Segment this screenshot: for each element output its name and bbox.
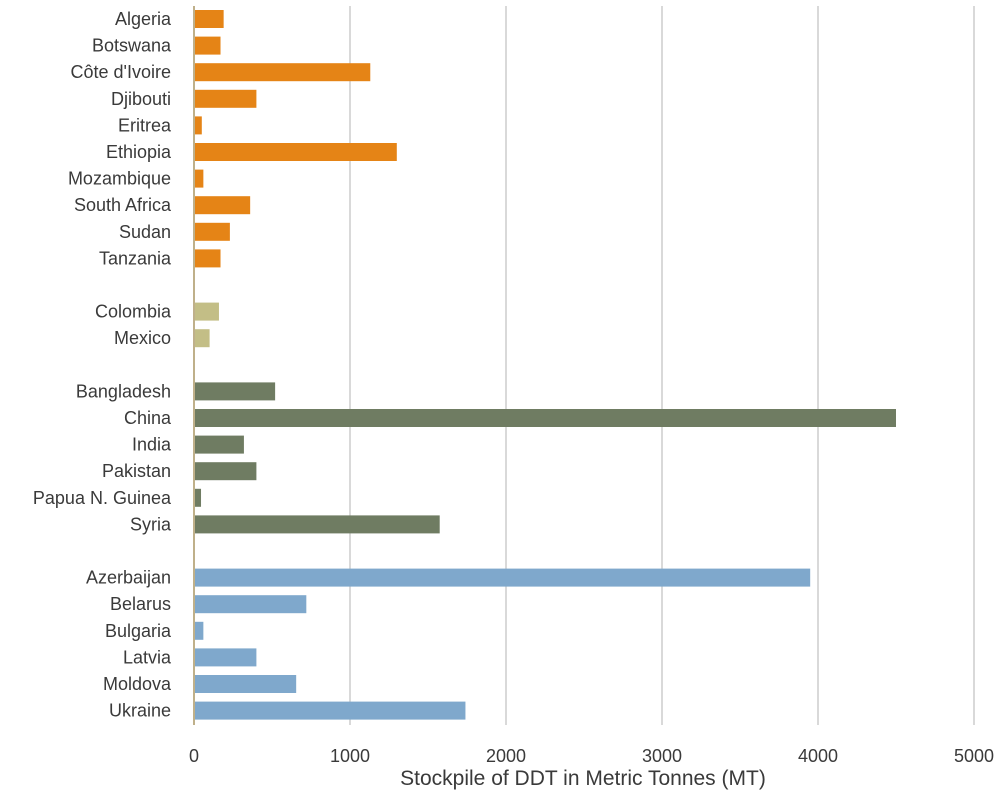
bar-india bbox=[194, 435, 244, 454]
category-label-bulgaria: Bulgaria bbox=[105, 621, 172, 641]
bar-mozambique bbox=[194, 169, 204, 188]
bar-eritrea bbox=[194, 116, 202, 135]
bar-algeria bbox=[194, 10, 224, 28]
bar-mexico bbox=[194, 329, 210, 348]
category-label-sudan: Sudan bbox=[119, 222, 171, 242]
category-label-azerbaijan: Azerbaijan bbox=[86, 568, 171, 588]
bar-papua-n-guinea bbox=[194, 488, 202, 507]
category-label-china: China bbox=[124, 408, 172, 428]
x-tick-label-0: 0 bbox=[189, 746, 199, 766]
bar-sudan bbox=[194, 222, 230, 241]
category-label-botswana: Botswana bbox=[92, 36, 172, 56]
bar-c-te-d-ivoire bbox=[194, 63, 371, 82]
category-label-mozambique: Mozambique bbox=[68, 169, 171, 189]
bar-ethiopia bbox=[194, 143, 397, 161]
bar-syria bbox=[194, 515, 440, 534]
category-label-pakistan: Pakistan bbox=[102, 461, 171, 481]
bar-china bbox=[194, 409, 896, 427]
category-label-ukraine: Ukraine bbox=[109, 701, 171, 721]
bar-bangladesh bbox=[194, 382, 276, 401]
x-tick-label-4000: 4000 bbox=[798, 746, 838, 766]
gridlines bbox=[349, 6, 975, 725]
x-tick-label-3000: 3000 bbox=[642, 746, 682, 766]
bar-belarus bbox=[194, 595, 307, 614]
category-label-bangladesh: Bangladesh bbox=[76, 381, 171, 401]
category-label-moldova: Moldova bbox=[103, 674, 172, 694]
category-label-algeria: Algeria bbox=[115, 9, 172, 29]
x-axis-title: Stockpile of DDT in Metric Tonnes (MT) bbox=[400, 767, 766, 790]
category-label-tanzania: Tanzania bbox=[99, 248, 172, 268]
bar-botswana bbox=[194, 36, 221, 55]
bar-latvia bbox=[194, 648, 257, 667]
category-label-south-africa: South Africa bbox=[74, 195, 172, 215]
category-label-india: India bbox=[132, 435, 172, 455]
x-tick-labels: 0 1000 2000 3000 4000 5000 bbox=[189, 746, 994, 766]
category-labels: Algeria Botswana Côte d'Ivoire Djibouti Erit… bbox=[33, 9, 172, 721]
bar-tanzania bbox=[194, 249, 221, 268]
category-label-syria: Syria bbox=[130, 514, 172, 534]
bar-colombia bbox=[194, 302, 219, 321]
x-tick-label-5000: 5000 bbox=[954, 746, 994, 766]
bar-bulgaria bbox=[194, 621, 204, 640]
bar-ukraine bbox=[194, 701, 466, 720]
bars bbox=[194, 10, 896, 720]
bar-south-africa bbox=[194, 196, 251, 215]
x-tick-label-1000: 1000 bbox=[330, 746, 370, 766]
category-label-eritrea: Eritrea bbox=[118, 115, 172, 135]
bar-moldova bbox=[194, 675, 297, 693]
bar-djibouti bbox=[194, 89, 257, 108]
bar-azerbaijan bbox=[194, 568, 811, 587]
category-label-colombia: Colombia bbox=[95, 302, 172, 322]
category-label-c-te-d-ivoire: Côte d'Ivoire bbox=[71, 62, 172, 82]
category-label-ethiopia: Ethiopia bbox=[106, 142, 172, 162]
x-tick-label-2000: 2000 bbox=[486, 746, 526, 766]
category-label-belarus: Belarus bbox=[110, 594, 171, 614]
category-label-papua-n-guinea: Papua N. Guinea bbox=[33, 488, 172, 508]
category-label-latvia: Latvia bbox=[123, 647, 172, 667]
bar-pakistan bbox=[194, 462, 257, 481]
category-label-mexico: Mexico bbox=[114, 328, 171, 348]
category-label-djibouti: Djibouti bbox=[111, 89, 171, 109]
